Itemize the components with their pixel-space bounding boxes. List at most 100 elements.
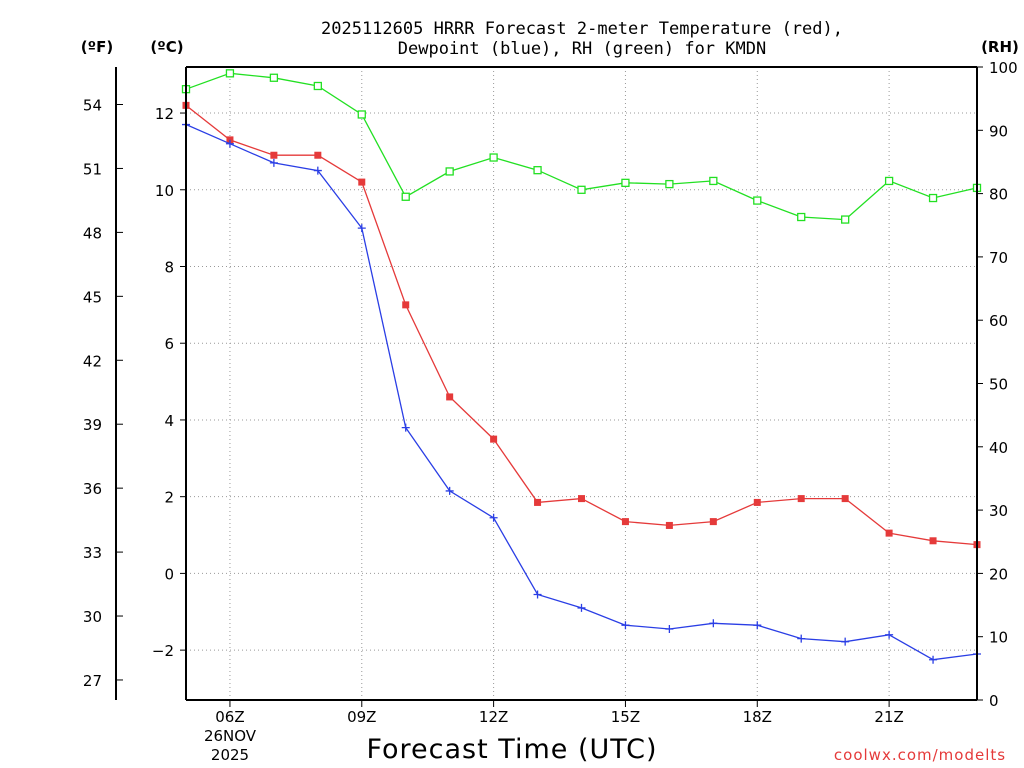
dewpoint-point (753, 621, 762, 630)
rh-tick-label: 0 (989, 692, 999, 710)
rh-point (884, 176, 894, 186)
fahrenheit-tick-label: 33 (83, 544, 102, 562)
celsius-tick-label: 0 (164, 565, 174, 583)
rh-point (313, 81, 322, 91)
dewpoint-point (621, 621, 630, 630)
fahrenheit-tick-label: 48 (83, 224, 102, 242)
fahrenheit-tick-label: 51 (83, 160, 102, 178)
x-tick-label: 21Z (874, 708, 903, 726)
temperature-point (753, 498, 761, 506)
rh-point (489, 153, 498, 162)
rh-point (401, 192, 410, 201)
dewpoint-point (841, 637, 850, 646)
dewpoint-point (929, 655, 938, 664)
tick-labels: 06Z 09Z 12Z 15Z 18Z 21Z −2 0 2 4 6 8 10 12 27 30 33 36 39 4… (83, 59, 1018, 726)
temperature-point (402, 301, 410, 309)
rh-point (533, 166, 542, 175)
rh-point (797, 212, 806, 222)
temperature-point (578, 495, 585, 503)
dewpoint-point (225, 139, 234, 148)
rh-tick-label: 90 (989, 122, 1008, 140)
rh-point (665, 179, 674, 189)
x-tick-label: 06Z (215, 708, 244, 726)
dewpoint-point (533, 590, 542, 599)
rh-point (269, 73, 279, 82)
celsius-tick-label: 2 (164, 489, 174, 507)
axes (115, 66, 983, 707)
dewpoint-point (577, 603, 586, 612)
series-layer (181, 69, 982, 664)
dewpoint-point (709, 619, 718, 628)
rh-tick-label: 100 (989, 59, 1018, 77)
temperature-point (270, 151, 278, 159)
rh-tick-label: 50 (989, 376, 1008, 394)
dewpoint-line (185, 123, 978, 661)
date-label-line1: 26NOV (204, 727, 257, 745)
temperature-point (797, 495, 805, 503)
fahrenheit-tick-label: 36 (83, 480, 102, 498)
rh-point (225, 69, 235, 78)
x-tick-label: 18Z (743, 708, 772, 726)
date-label-line2: 2025 (211, 746, 249, 764)
rh-tick-label: 10 (989, 629, 1008, 647)
x-tick-label: 12Z (479, 708, 508, 726)
x-axis-title: Forecast Time (UTC) (366, 734, 657, 765)
temperature-point (709, 518, 717, 526)
grid (186, 67, 977, 700)
temperature-point (314, 151, 322, 159)
dewpoint-point (885, 630, 894, 639)
fahrenheit-tick-label: 45 (83, 288, 102, 306)
rh-tick-label: 20 (989, 565, 1008, 583)
temperature-point (358, 178, 366, 186)
rh-point (445, 167, 454, 176)
fahrenheit-tick-label: 30 (83, 608, 102, 626)
rh-line (185, 72, 978, 221)
rh-point (621, 178, 630, 187)
celsius-tick-label: 6 (164, 335, 174, 353)
celsius-tick-label: 8 (164, 258, 174, 276)
dewpoint-point (665, 625, 674, 634)
temperature-line (185, 104, 978, 546)
celsius-tick-label: 10 (155, 182, 174, 200)
rh-point (841, 215, 850, 224)
rh-tick-label: 40 (989, 439, 1008, 457)
fahrenheit-tick-label: 39 (83, 416, 102, 434)
dewpoint-point (357, 224, 366, 233)
temperature-point (665, 521, 673, 529)
rh-tick-label: 30 (989, 502, 1008, 520)
dewpoint-point (401, 423, 410, 432)
celsius-tick-label: −2 (152, 642, 174, 660)
temperature-point (621, 518, 629, 526)
rh-tick-label: 60 (989, 312, 1008, 330)
dewpoint-point (489, 513, 498, 522)
chart-title-line2: Dewpoint (blue), RH (green) for KMDN (398, 39, 766, 59)
fahrenheit-tick-label: 42 (83, 352, 102, 370)
x-tick-label: 09Z (347, 708, 376, 726)
temperature-point (446, 393, 454, 401)
chart-title-line1: 2025112605 HRRR Forecast 2-meter Tempera… (321, 19, 843, 39)
temperature-point (929, 537, 937, 545)
celsius-unit-label: (ºC) (150, 38, 183, 56)
rh-unit-label: (RH) (981, 38, 1019, 56)
rh-tick-label: 80 (989, 186, 1008, 204)
temperature-point (490, 435, 498, 443)
rh-point (709, 176, 718, 186)
rh-point (928, 193, 938, 203)
temperature-point (885, 529, 893, 537)
dewpoint-point (313, 166, 322, 175)
rh-point (577, 185, 586, 194)
x-tick-label: 15Z (611, 708, 640, 726)
rh-point (753, 196, 762, 205)
rh-tick-label: 70 (989, 249, 1008, 267)
temperature-point (841, 495, 849, 503)
celsius-tick-label: 12 (155, 105, 174, 123)
celsius-tick-label: 4 (164, 412, 174, 430)
dewpoint-point (445, 486, 454, 495)
dewpoint-point (269, 158, 278, 167)
credit-text: coolwx.com/modelts (834, 746, 1006, 764)
fahrenheit-unit-label: (ºF) (81, 38, 113, 56)
temperature-point (534, 498, 542, 506)
fahrenheit-tick-label: 27 (83, 672, 102, 690)
rh-point (357, 110, 366, 119)
